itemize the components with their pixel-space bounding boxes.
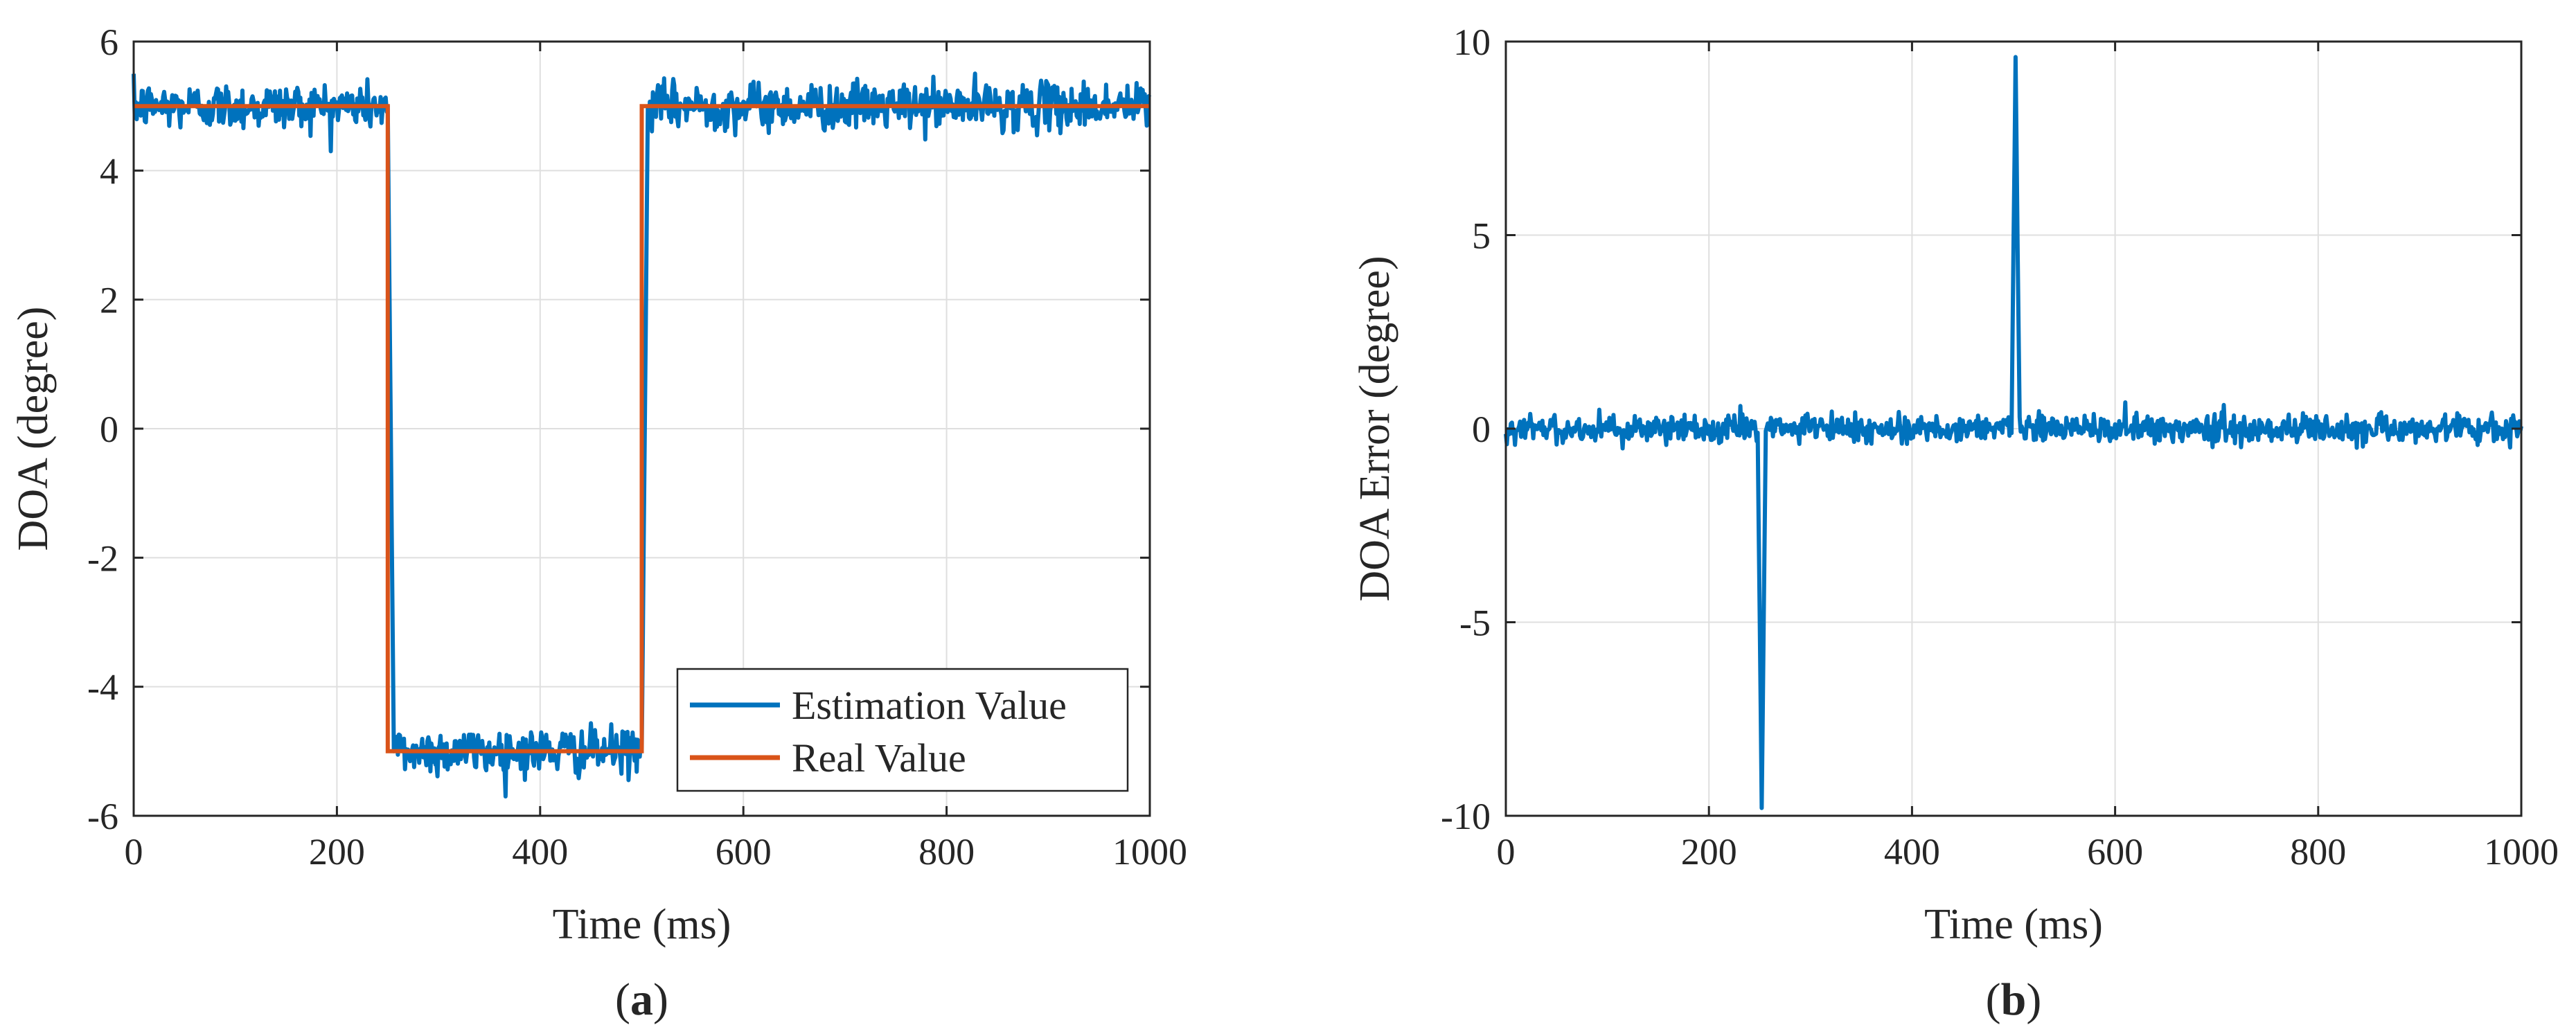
series-real-value-line xyxy=(134,104,1150,753)
legend-label-estimation-value: Estimation Value xyxy=(792,683,1067,728)
legend-label-real-value: Real Value xyxy=(792,735,966,780)
x-tick-label: 1000 xyxy=(2484,831,2559,873)
y-tick-label: -10 xyxy=(1441,796,1491,837)
chart-a-legend: Estimation Value Real Value xyxy=(676,668,1129,792)
x-tick-label: 800 xyxy=(2290,831,2346,873)
y-tick-label: 5 xyxy=(1472,215,1491,257)
x-tick-label: 800 xyxy=(918,831,975,873)
chart-a-y-axis-label: DOA (degree) xyxy=(10,307,57,551)
chart-panel-a: 0 200 400 600 800 1000 -6 -4 -2 0 2 4 6 Time (ms) D… xyxy=(10,21,1187,1025)
chart-b-plot-area xyxy=(1504,55,2523,810)
x-tick-label: 200 xyxy=(309,831,365,873)
panel-a-caption-close: ) xyxy=(653,974,668,1025)
x-tick-label: 400 xyxy=(1884,831,1940,873)
x-tick-label: 400 xyxy=(512,831,568,873)
chart-a-y-axis-ticks: -6 -4 -2 0 2 4 6 xyxy=(87,21,1150,837)
chart-a-plot-area xyxy=(132,71,1152,798)
y-tick-label: 10 xyxy=(1453,21,1491,63)
panel-b-caption-letter: b xyxy=(2001,974,2027,1025)
panel-b-caption-open: ( xyxy=(1986,974,2001,1025)
chart-b-x-axis-ticks: 0 200 400 600 800 1000 xyxy=(1497,42,2559,873)
y-tick-label: 6 xyxy=(100,21,118,63)
y-tick-label: 2 xyxy=(100,280,118,321)
panel-b-caption-close: ) xyxy=(2026,974,2041,1025)
chart-panel-b: 0 200 400 600 800 1000 -10 -5 0 5 10 Time (ms) DO… xyxy=(1351,21,2559,1025)
chart-b-y-axis-label: DOA Error (degree) xyxy=(1351,256,1398,601)
x-tick-label: 0 xyxy=(1497,831,1516,873)
chart-a-x-axis-ticks: 0 200 400 600 800 1000 xyxy=(125,42,1187,873)
panel-a-caption-letter: a xyxy=(630,974,653,1025)
chart-a-legend-box xyxy=(676,668,1129,792)
panel-a-caption: (a) xyxy=(615,974,668,1025)
y-tick-label: 4 xyxy=(100,150,118,192)
y-tick-label: -6 xyxy=(87,796,118,837)
chart-a-x-axis-label: Time (ms) xyxy=(553,901,731,948)
chart-b-x-axis-label: Time (ms) xyxy=(1924,901,2103,948)
panel-b-caption: (b) xyxy=(1986,974,2042,1025)
x-tick-label: 600 xyxy=(2087,831,2143,873)
y-tick-label: 0 xyxy=(1472,409,1491,450)
chart-b-y-axis-ticks: -10 -5 0 5 10 xyxy=(1441,21,2521,837)
series-doa-error-line xyxy=(1504,55,2523,810)
y-tick-label: 0 xyxy=(100,409,118,450)
x-tick-label: 200 xyxy=(1681,831,1737,873)
x-tick-label: 0 xyxy=(125,831,143,873)
y-tick-label: -5 xyxy=(1459,602,1491,644)
x-tick-label: 600 xyxy=(716,831,772,873)
x-tick-label: 1000 xyxy=(1112,831,1187,873)
y-tick-label: -4 xyxy=(87,667,118,708)
panel-a-caption-open: ( xyxy=(615,974,630,1025)
y-tick-label: -2 xyxy=(87,537,118,579)
